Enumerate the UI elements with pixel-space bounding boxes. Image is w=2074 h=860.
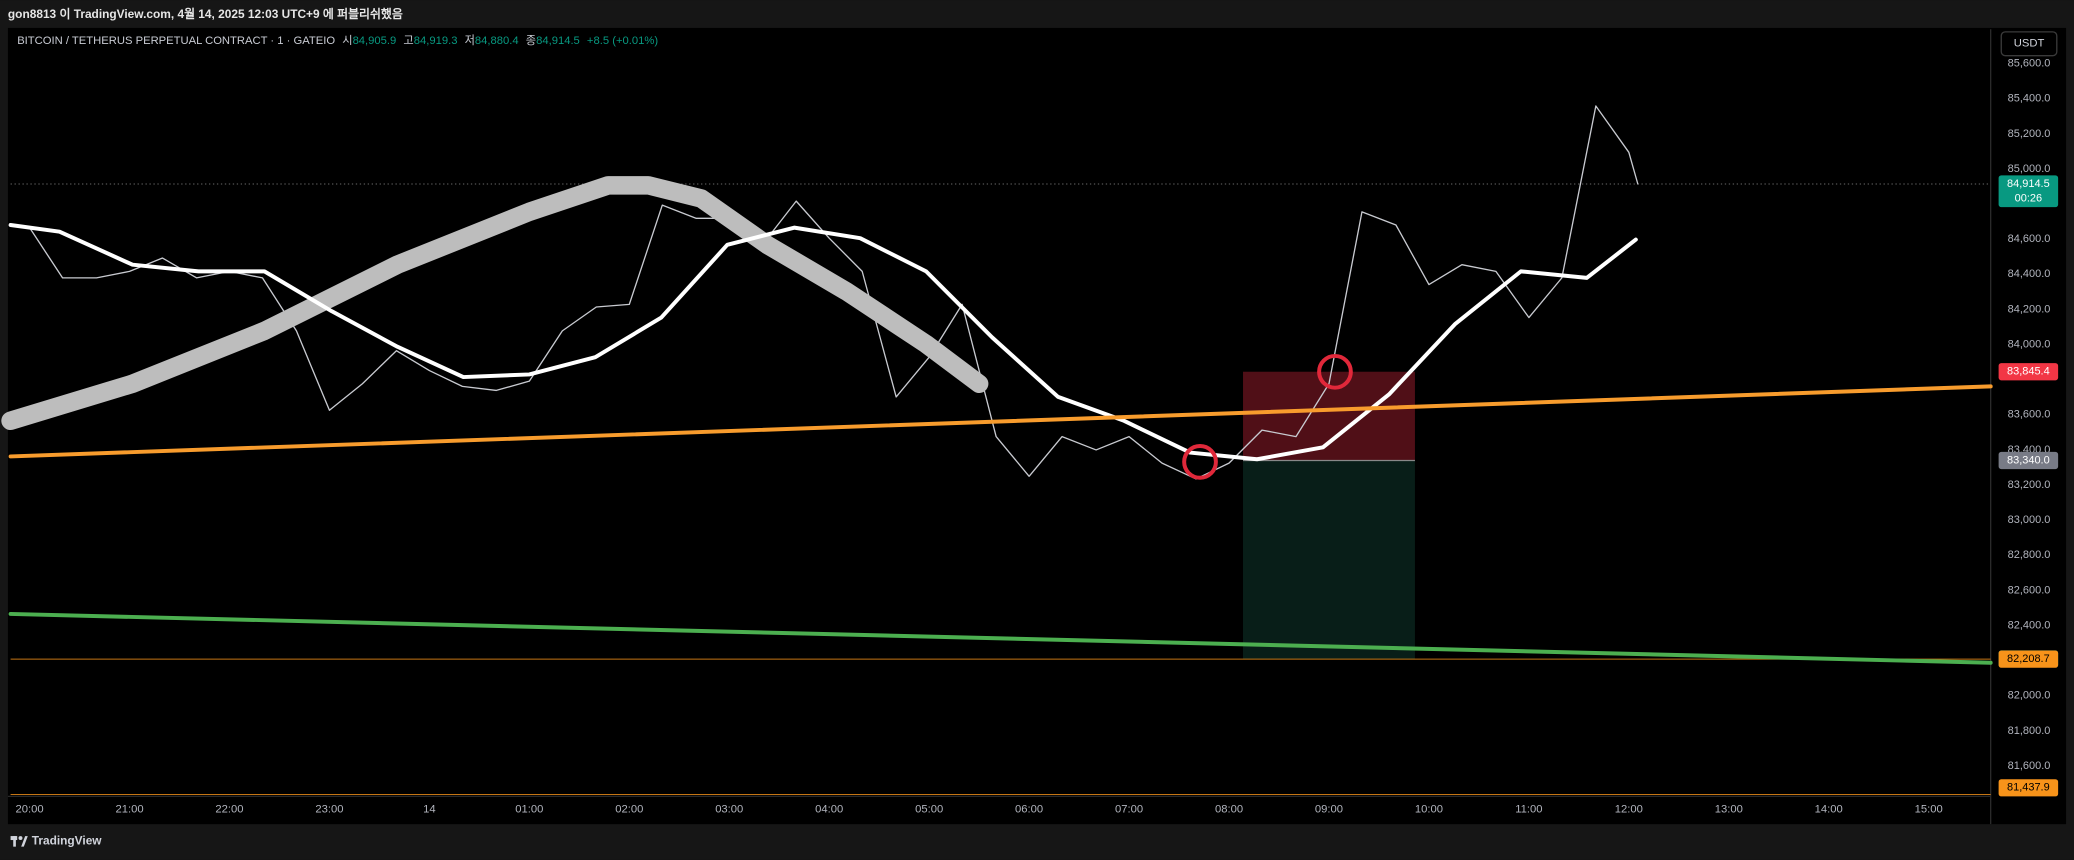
price-label: 82,208.7: [2007, 653, 2050, 665]
y-tick-label: 85,600.0: [2008, 58, 2051, 70]
x-tick-label: 01:00: [515, 804, 543, 816]
x-tick-label: 13:00: [1715, 804, 1743, 816]
y-tick-label: 82,400.0: [2008, 619, 2051, 631]
ohlc-key: 종: [526, 35, 536, 47]
ohlc-key: 시: [342, 34, 352, 47]
price-label: 84,914.5: [2007, 178, 2050, 190]
y-tick-label: 85,000.0: [2008, 163, 2051, 175]
y-tick-label: 85,400.0: [2008, 93, 2051, 105]
x-tick-label: 14: [423, 804, 436, 816]
x-tick-label: 14:00: [1815, 804, 1843, 816]
x-tick-label: 15:00: [1915, 804, 1943, 816]
x-tick-label: 07:00: [1115, 804, 1143, 816]
series-line: [9, 105, 1639, 480]
countdown: 00:26: [2015, 192, 2042, 204]
y-tick-label: 82,600.0: [2008, 584, 2051, 596]
price-label-box: [1998, 451, 2059, 470]
series-line: [1, 176, 989, 431]
series-line: [8, 223, 1638, 462]
ohlc-value: 84,880.4: [475, 35, 519, 47]
change: +8.5 (+0.01%): [587, 35, 658, 47]
y-tick-label: 82,000.0: [2008, 690, 2051, 702]
currency-button[interactable]: [2000, 31, 2058, 57]
symbol: BITCOIN / TETHERUS PERPETUAL CONTRACT · …: [17, 35, 335, 47]
circle-marker: [1317, 353, 1353, 390]
y-tick-label: 83,600.0: [2008, 409, 2051, 421]
series-line: [8, 384, 1993, 459]
price-label: 83,340.0: [2007, 454, 2050, 466]
y-tick-label: 81,600.0: [2008, 760, 2051, 772]
y-tick-label: 84,600.0: [2008, 233, 2051, 245]
ohlc-value: 84,919.3: [414, 35, 458, 47]
logo-part: [18, 836, 23, 841]
price-label-box: [1998, 779, 2059, 797]
y-tick-label: 83,200.0: [2008, 479, 2051, 491]
publish-header: gon8813 이 TradingView.com, 4월 14, 2025 1…: [8, 7, 403, 21]
x-tick-label: 05:00: [915, 804, 943, 816]
x-tick-label: 09:00: [1315, 804, 1343, 816]
y-tick-label: 83,000.0: [2008, 514, 2051, 526]
y-tick-label: 85,200.0: [2008, 128, 2051, 140]
circle-marker: [1182, 444, 1218, 480]
x-tick-label: 11:00: [1515, 804, 1542, 816]
price-label-box: [1998, 363, 2059, 381]
brand: TradingView: [32, 834, 103, 848]
price-label-box: [1998, 175, 2059, 208]
logo-part: [13, 836, 16, 847]
currency[interactable]: USDT: [2014, 38, 2045, 50]
ohlc-value: 84,905.9: [353, 35, 397, 47]
x-tick-label: 12:00: [1615, 804, 1643, 816]
x-tick-label: 20:00: [16, 804, 44, 816]
axes: 81,600.081,800.082,000.082,200.082,400.0…: [16, 58, 2059, 816]
series-line: [8, 611, 1993, 665]
x-tick-label: 06:00: [1015, 804, 1043, 816]
x-tick-label: 04:00: [815, 804, 843, 816]
y-tick-label: 82,800.0: [2008, 549, 2051, 561]
ohlc-key: 고: [403, 35, 413, 47]
ohlc-key: 저: [465, 34, 475, 47]
price-label-box: [1998, 650, 2059, 668]
chart-frame: [7, 27, 2067, 825]
y-tick-label: 84,200.0: [2008, 303, 2051, 315]
x-tick-label: 08:00: [1215, 804, 1243, 816]
brand-logo: [10, 836, 28, 847]
y-tick-label: 81,800.0: [2008, 725, 2051, 737]
x-tick-label: 03:00: [715, 804, 743, 816]
x-tick-label: 10:00: [1415, 804, 1443, 816]
logo-part: [21, 836, 28, 847]
plot: [1, 105, 1993, 796]
price-label: 83,845.4: [2007, 366, 2050, 378]
x-tick-label: 22:00: [215, 804, 243, 816]
ohlc-value: 84,914.5: [536, 35, 580, 47]
x-tick-label: 21:00: [115, 804, 143, 816]
target-zone: [1243, 460, 1415, 659]
price-label: 81,437.9: [2007, 782, 2050, 794]
y-tick-label: 84,400.0: [2008, 268, 2051, 280]
y-tick-label: 84,000.0: [2008, 338, 2051, 350]
x-tick-label: 23:00: [315, 804, 343, 816]
x-tick-label: 02:00: [615, 804, 643, 816]
legend: BITCOIN / TETHERUS PERPETUAL CONTRACT · …: [17, 34, 658, 47]
